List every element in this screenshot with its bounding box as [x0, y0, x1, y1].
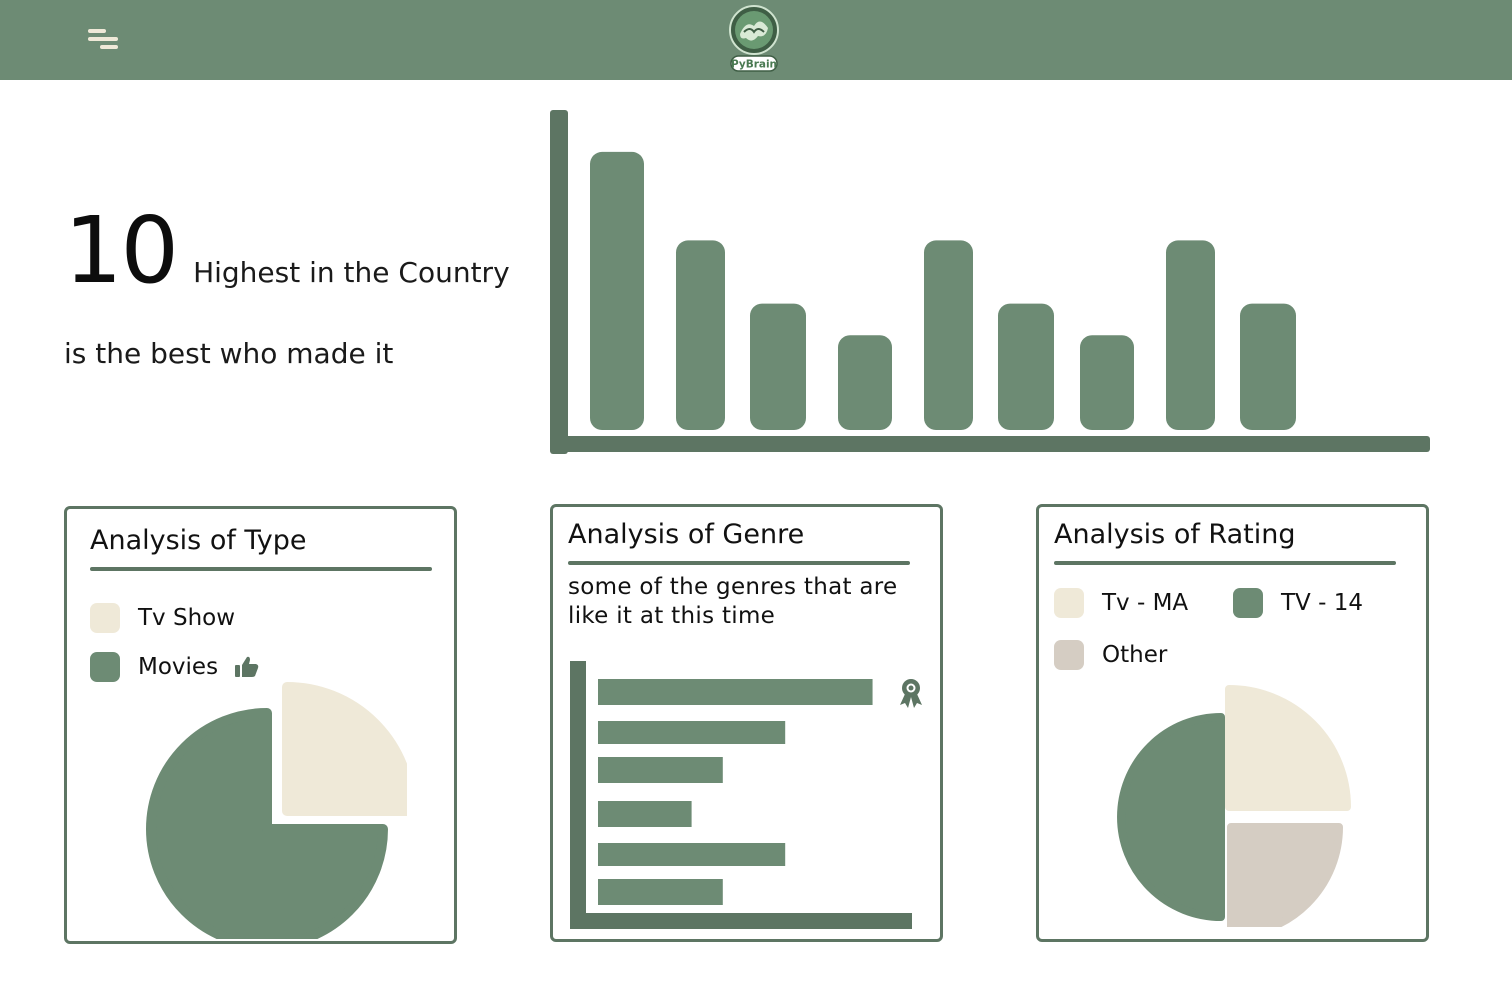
bar — [998, 303, 1054, 430]
bar — [1080, 335, 1134, 430]
brand-logo[interactable]: PyBrain — [728, 4, 780, 74]
legend-label: TV - 14 — [1281, 590, 1363, 616]
y-axis — [550, 110, 568, 454]
legend-label: Other — [1102, 642, 1168, 668]
type-analysis-card: Analysis of Type Tv Show Movies — [64, 506, 457, 944]
hero-title: Highest in the Country — [193, 256, 510, 289]
genre-card-divider — [568, 561, 910, 565]
thumbs-up-icon[interactable] — [234, 655, 260, 679]
legend-swatch — [1054, 588, 1084, 618]
hero-number: 10 — [64, 197, 179, 304]
genre-analysis-card: Analysis of Genre some of the genres tha… — [550, 504, 943, 942]
y-axis — [570, 661, 586, 929]
genre-card-title: Analysis of Genre — [568, 519, 805, 550]
rating-pie-chart — [1117, 685, 1351, 927]
rating-analysis-card: Analysis of Rating Tv - MA TV - 14 Other — [1036, 504, 1429, 942]
legend-label: Tv - MA — [1102, 590, 1189, 616]
pie-slice — [1225, 685, 1351, 811]
x-axis — [570, 913, 912, 929]
rating-card-title: Analysis of Rating — [1054, 519, 1296, 550]
type-card-title: Analysis of Type — [90, 525, 307, 556]
bar — [750, 303, 806, 430]
pie-slice — [282, 682, 407, 816]
bar — [598, 757, 723, 783]
pie-slice — [1227, 823, 1343, 927]
genre-bar-chart — [570, 661, 912, 929]
hero-subtitle: is the best who made it — [64, 337, 394, 370]
legend-swatch — [90, 603, 120, 633]
legend-swatch — [90, 652, 120, 682]
top-bar: PyBrain — [0, 0, 1512, 80]
bar — [1240, 303, 1296, 430]
bar — [598, 679, 873, 705]
pie-slice — [1117, 713, 1225, 921]
legend-item-tv-14: TV - 14 — [1233, 588, 1363, 618]
legend-swatch — [1054, 640, 1084, 670]
menu-icon[interactable] — [86, 26, 122, 54]
pie-slice — [146, 708, 388, 939]
x-axis — [550, 436, 1430, 452]
main-bar-chart — [550, 110, 1430, 454]
bar — [598, 801, 692, 827]
bar — [676, 240, 725, 430]
logo-text: PyBrain — [731, 59, 777, 71]
bar — [838, 335, 892, 430]
legend-swatch — [1233, 588, 1263, 618]
hero-section: 10 Highest in the Country is the best wh… — [64, 197, 534, 371]
genre-card-subtitle: some of the genres that are like it at t… — [568, 574, 898, 629]
award-ribbon-icon — [897, 677, 925, 713]
type-pie-chart — [146, 682, 407, 939]
legend-item-tv-show: Tv Show — [90, 603, 235, 633]
legend-label: Tv Show — [138, 605, 236, 631]
bar — [598, 879, 723, 905]
legend-item-other: Other — [1054, 640, 1167, 670]
type-card-divider — [90, 567, 432, 571]
bar — [598, 843, 786, 866]
legend-item-movies: Movies — [90, 652, 260, 682]
bar — [590, 151, 644, 431]
rating-card-divider — [1054, 561, 1396, 565]
legend-item-tv-ma: Tv - MA — [1054, 588, 1188, 618]
bar — [598, 721, 786, 744]
bar — [924, 240, 973, 430]
bar — [1166, 240, 1215, 430]
legend-label: Movies — [138, 654, 219, 680]
